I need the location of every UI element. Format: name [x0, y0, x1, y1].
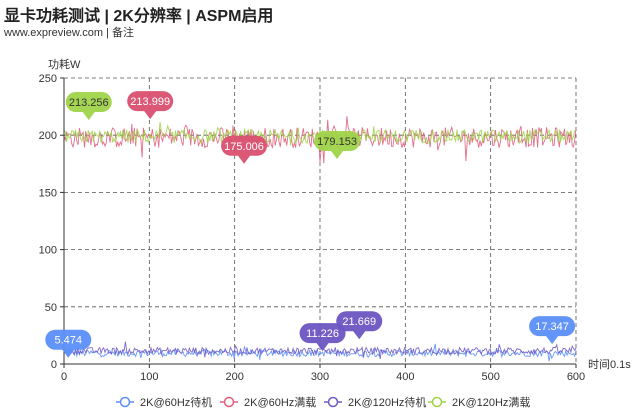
- x-tick-label: 400: [396, 371, 414, 383]
- marker-shape: [221, 135, 268, 164]
- legend-item-2[interactable]: 2K@120Hz待机: [324, 395, 426, 409]
- marker-label: 213.999: [130, 96, 170, 108]
- legend-label: 2K@120Hz待机: [348, 395, 426, 409]
- marker-shape: [45, 329, 92, 358]
- marker-label: 11.226: [306, 328, 339, 340]
- legend[interactable]: 2K@60Hz待机 2K@60Hz满载 2K@120Hz待机 2K@120Hz满载: [116, 395, 530, 409]
- legend-swatch-marker: [327, 396, 339, 408]
- legend-swatch-marker: [431, 396, 443, 408]
- legend-item-0[interactable]: 2K@60Hz待机: [116, 395, 212, 409]
- page-subtitle: www.expreview.com | 备注: [4, 27, 135, 39]
- y-tick-label: 250: [39, 73, 57, 85]
- marker-shape: [336, 311, 383, 340]
- y-tick-label: 0: [51, 359, 57, 371]
- y-tick-label: 200: [39, 130, 57, 142]
- legend-swatch-marker: [223, 396, 235, 408]
- chart-grid: [64, 77, 577, 364]
- y-tick-label: 100: [39, 245, 57, 257]
- marker-shape: [299, 323, 346, 352]
- x-tick-label: 0: [61, 371, 67, 383]
- x-tick-label: 200: [225, 371, 243, 383]
- x-tick-label: 300: [311, 371, 329, 383]
- x-tick-label: 600: [567, 371, 585, 383]
- marker-bubble: 11.226: [299, 323, 346, 352]
- y-tick-label: 150: [39, 187, 57, 199]
- legend-item-1[interactable]: 2K@60Hz满载: [220, 396, 316, 409]
- marker-label: 17.347: [535, 321, 569, 333]
- marker-bubble: 17.347: [529, 316, 576, 345]
- marker-bubble: 21.669: [336, 311, 383, 340]
- legend-label: 2K@120Hz满载: [452, 396, 530, 409]
- x-axis-title: 时间0.1s: [588, 358, 631, 371]
- marker-label: 5.474: [55, 335, 83, 347]
- y-axis-title: 功耗W: [48, 58, 81, 71]
- marker-bubble: 5.474: [45, 329, 92, 358]
- series-layer: [63, 116, 577, 362]
- legend-label: 2K@60Hz待机: [140, 395, 212, 409]
- legend-label: 2K@60Hz满载: [244, 396, 316, 409]
- series-line-3: [63, 121, 577, 146]
- marker-bubble: 213.256: [65, 92, 112, 121]
- marker-shape: [127, 91, 174, 120]
- marker-label: 175.006: [224, 141, 264, 153]
- marker-shape: [314, 131, 361, 160]
- marker-label: 179.153: [317, 136, 357, 148]
- legend-item-3[interactable]: 2K@120Hz满载: [428, 396, 530, 409]
- chart-axes: 0 50 100 150 200 250 0 100 200 300 400 500 600 功耗W 时间0…: [39, 58, 632, 383]
- x-tick-label: 500: [481, 371, 499, 383]
- marker-label: 213.256: [69, 97, 109, 109]
- page-title: 显卡功耗测试 | 2K分辨率 | ASPM启用: [4, 8, 274, 25]
- series-line-2: [63, 341, 577, 360]
- marker-bubble: 179.153: [314, 131, 361, 160]
- y-tick-label: 50: [45, 302, 57, 314]
- marker-shape: [529, 316, 576, 345]
- series-line-0: [63, 343, 577, 362]
- legend-swatch-marker: [119, 396, 131, 408]
- x-tick-label: 100: [140, 371, 158, 383]
- marker-bubble: 175.006: [221, 135, 268, 164]
- marker-bubble: 213.999: [127, 91, 174, 120]
- marker-label: 21.669: [342, 316, 376, 328]
- marker-shape: [65, 92, 112, 121]
